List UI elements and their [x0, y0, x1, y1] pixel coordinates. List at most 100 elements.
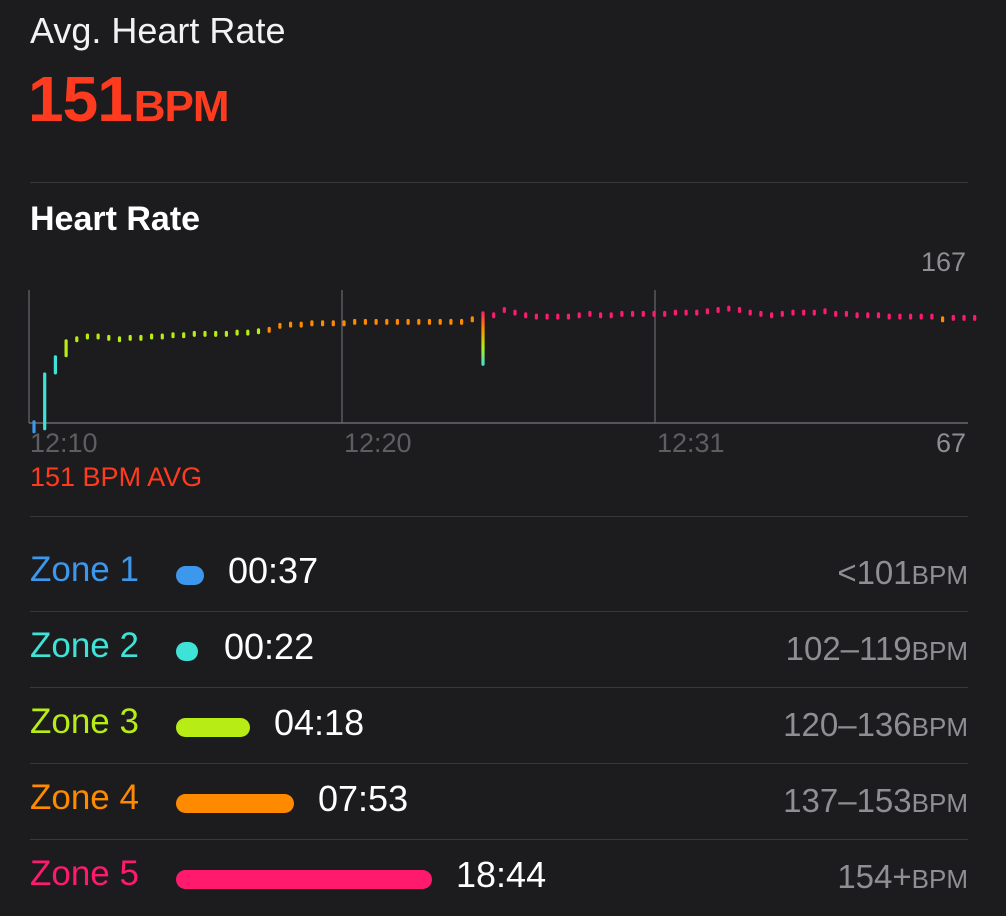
- heart-rate-mark: [909, 313, 913, 320]
- heart-rate-mark: [919, 313, 923, 320]
- zone-3-range-value: 120–136: [783, 706, 912, 743]
- heart-rate-mark: [577, 312, 581, 319]
- heart-rate-mark: [641, 310, 645, 317]
- zone-3-range: 120–136BPM: [783, 706, 968, 744]
- heart-rate-mark: [866, 312, 870, 319]
- heart-rate-mark: [470, 316, 474, 323]
- heart-rate-mark: [128, 334, 132, 341]
- zone-5-range-value: 154+: [837, 858, 912, 895]
- heart-rate-mark: [331, 320, 335, 327]
- heart-rate-mark: [588, 310, 592, 317]
- zone-row-5: Zone 5 18:44 154+BPM: [0, 840, 1006, 916]
- chart-divider: [30, 516, 968, 517]
- heart-rate-mark: [256, 328, 261, 335]
- zone-1-bar: [176, 566, 204, 585]
- heart-rate-mark: [321, 320, 325, 327]
- heart-rate-mark: [631, 310, 635, 317]
- heart-rate-mark: [941, 316, 945, 323]
- heart-rate-mark: [844, 310, 848, 317]
- heart-rate-mark: [684, 309, 688, 316]
- heart-rate-mark: [834, 310, 838, 317]
- x-tick-label-1231: 12:31: [657, 428, 725, 458]
- heart-rate-mark: [791, 309, 795, 316]
- heart-rate-mark: [812, 309, 816, 316]
- heart-rate-mark: [224, 330, 228, 337]
- zone-5-time: 18:44: [456, 854, 547, 895]
- heart-rate-mark: [203, 330, 207, 337]
- zone-2-time: 00:22: [224, 626, 315, 667]
- avg-heart-rate-value: 151BPM: [28, 62, 230, 136]
- heart-rate-mark: [53, 355, 57, 375]
- header-divider: [30, 182, 968, 183]
- heart-rate-mark: [951, 314, 955, 321]
- heart-rate-mark: [310, 320, 314, 327]
- zone-4-time: 07:53: [318, 778, 409, 819]
- zone-row-4: Zone 4 07:53 137–153BPM: [0, 764, 1006, 840]
- heart-rate-mark: [278, 322, 282, 329]
- heart-rate-mark: [160, 333, 164, 340]
- zone-2-range: 102–119BPM: [786, 630, 968, 668]
- zone-3-bar: [176, 718, 250, 737]
- zone-row-1: Zone 1 00:37 <101BPM: [0, 536, 1006, 612]
- heart-rate-mark: [150, 333, 154, 340]
- zone-separator: [30, 839, 968, 840]
- heart-rate-mark: [663, 310, 667, 317]
- chart-grid: [28, 290, 968, 424]
- heart-rate-mark: [417, 318, 421, 325]
- heart-rate-mark: [524, 312, 528, 319]
- heart-rate-mark: [406, 318, 410, 325]
- zone-3-range-unit: BPM: [911, 712, 968, 742]
- heart-rate-mark: [75, 336, 79, 343]
- zone-4-bar: [176, 794, 294, 813]
- zone-row-3: Zone 3 04:18 120–136BPM: [0, 688, 1006, 764]
- heart-rate-mark: [502, 307, 506, 313]
- heart-rate-mark: [342, 320, 346, 327]
- heart-rate-mark: [545, 313, 549, 320]
- zone-row-2: Zone 2 00:22 102–119BPM: [0, 612, 1006, 688]
- heart-rate-chart: 167 67 12:10 12:20 12:31: [28, 247, 977, 458]
- heart-rate-mark: [620, 310, 624, 317]
- zone-5-bar: [176, 870, 432, 889]
- heart-rate-mark: [705, 308, 709, 315]
- zone-1-range-unit: BPM: [911, 560, 968, 590]
- heart-rate-mark: [823, 308, 827, 315]
- zone-5-range: 154+BPM: [837, 858, 968, 896]
- y-axis-bottom-label: 67: [936, 428, 966, 458]
- zone-separator: [30, 763, 968, 764]
- heart-rate-mark: [427, 318, 432, 325]
- heart-rate-section-title: Heart Rate: [30, 200, 201, 238]
- x-tick-label-1210: 12:10: [30, 428, 98, 458]
- heart-rate-mark: [96, 333, 100, 340]
- heart-rate-mark: [609, 312, 613, 319]
- heart-rate-mark: [460, 318, 464, 325]
- heart-rate-mark: [770, 312, 774, 319]
- heart-rate-mark: [182, 332, 186, 339]
- heart-rate-mark: [289, 321, 293, 328]
- heart-rate-mark: [267, 326, 271, 333]
- heart-rate-mark: [962, 314, 966, 321]
- zone-5-range-unit: BPM: [911, 864, 968, 894]
- zone-1-range-value: <101: [837, 554, 912, 591]
- heart-rate-mark: [652, 310, 656, 317]
- zone-4-range: 137–153BPM: [783, 782, 968, 820]
- heart-rate-mark: [438, 318, 442, 325]
- heart-rate-mark: [32, 420, 36, 434]
- heart-rate-mark: [246, 329, 250, 336]
- zone-separator: [30, 687, 968, 688]
- zone-5-name: Zone 5: [30, 854, 139, 893]
- heart-rate-mark: [363, 318, 367, 325]
- y-axis-top-label: 167: [921, 247, 966, 277]
- heart-rate-mark: [385, 318, 389, 325]
- heart-rate-mark: [353, 318, 357, 325]
- zone-1-range: <101BPM: [837, 554, 968, 592]
- heart-rate-mark: [556, 313, 560, 320]
- heart-rate-mark: [759, 310, 763, 317]
- heart-rate-mark: [374, 318, 378, 325]
- heart-rate-mark: [534, 313, 538, 320]
- zone-3-time: 04:18: [274, 702, 365, 743]
- heart-rate-mark: [748, 309, 752, 316]
- heart-rate-mark: [876, 312, 881, 319]
- heart-rate-mark: [85, 333, 89, 340]
- heart-rate-mark: [117, 336, 122, 343]
- heart-rate-mark: [139, 334, 143, 341]
